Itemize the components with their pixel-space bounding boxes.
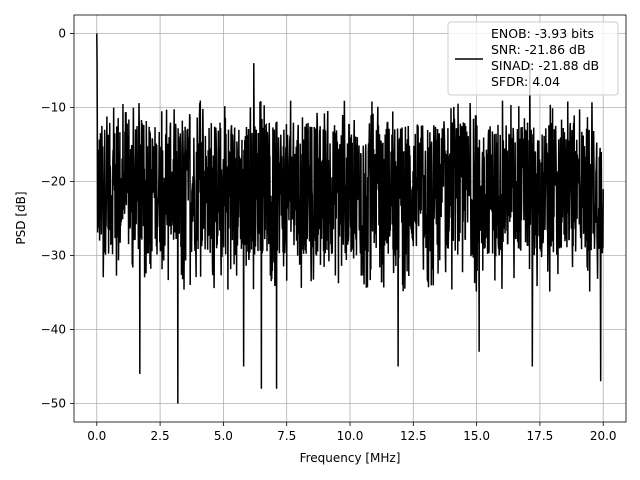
x-tick-label: 2.5	[151, 429, 170, 443]
x-tick-label: 12.5	[400, 429, 427, 443]
legend: ENOB: -3.93 bits SNR: -21.86 dB SINAD: -…	[447, 21, 619, 96]
y-tick-label: 0	[58, 27, 66, 41]
legend-entry-sinad: SINAD: -21.88 dB	[491, 58, 599, 73]
y-tick-label: −10	[41, 101, 66, 115]
y-axis-label: PSD [dB]	[14, 191, 28, 244]
x-tick-label: 17.5	[527, 429, 554, 443]
legend-entry-sfdr: SFDR: 4.04	[491, 74, 560, 89]
x-tick-label: 5.0	[214, 429, 233, 443]
y-tick-label: −40	[41, 323, 66, 337]
legend-entry-snr: SNR: -21.86 dB	[491, 42, 586, 57]
x-axis-ticks: 0.0 2.5 5.0 7.5 10.0 12.5 15.0 17.5 20.0	[87, 422, 617, 443]
x-tick-label: 15.0	[463, 429, 490, 443]
legend-entry-enob: ENOB: -3.93 bits	[491, 26, 594, 41]
y-tick-label: −20	[41, 175, 66, 189]
psd-series-line	[96, 33, 604, 404]
legend-box	[447, 21, 619, 96]
x-tick-label: 10.0	[337, 429, 364, 443]
x-tick-label: 0.0	[87, 429, 106, 443]
y-axis-ticks: 0 −10 −20 −30 −40 −50	[41, 27, 74, 411]
x-tick-label: 7.5	[277, 429, 296, 443]
plot-area	[96, 33, 604, 404]
y-tick-label: −50	[41, 397, 66, 411]
x-tick-label: 20.0	[590, 429, 617, 443]
x-axis-label: Frequency [MHz]	[300, 451, 401, 465]
y-tick-label: −30	[41, 249, 66, 263]
